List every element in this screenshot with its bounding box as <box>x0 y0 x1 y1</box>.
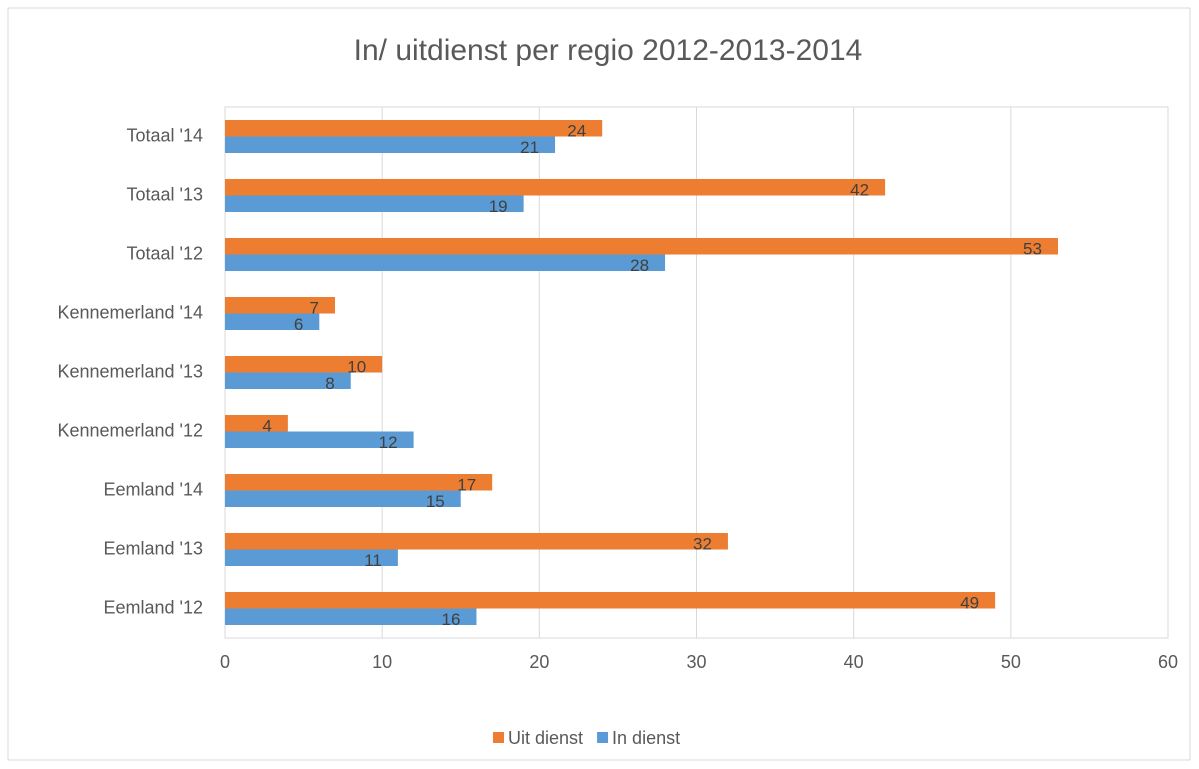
bar <box>225 238 1058 255</box>
bar <box>225 356 383 373</box>
legend-swatch <box>493 732 504 743</box>
bar <box>225 490 461 507</box>
bar <box>225 474 493 491</box>
y-tick-label: Eemland '14 <box>103 479 203 499</box>
data-label: 15 <box>426 492 445 511</box>
y-tick-label: Totaal '12 <box>127 243 204 263</box>
data-label: 11 <box>364 551 382 570</box>
data-label: 49 <box>960 594 979 613</box>
bar <box>225 179 886 196</box>
legend-label: In dienst <box>612 728 680 748</box>
data-label: 28 <box>630 256 649 275</box>
data-label: 42 <box>850 181 869 200</box>
data-label: 24 <box>567 122 586 141</box>
bar <box>225 415 288 432</box>
y-tick-label: Kennemerland '12 <box>57 420 203 440</box>
data-label: 32 <box>693 535 712 554</box>
data-label: 10 <box>347 358 366 377</box>
data-label: 4 <box>262 417 271 436</box>
bar <box>225 297 336 314</box>
bar <box>225 254 666 271</box>
data-label: 7 <box>310 299 319 318</box>
x-tick-label: 10 <box>372 652 392 672</box>
bar <box>225 533 728 550</box>
x-tick-label: 20 <box>529 652 549 672</box>
bar <box>225 549 398 566</box>
x-tick-label: 60 <box>1158 652 1178 672</box>
data-label: 17 <box>457 476 476 495</box>
data-label: 16 <box>442 610 461 629</box>
bar <box>225 195 524 212</box>
x-tick-label: 40 <box>844 652 864 672</box>
legend-label: Uit dienst <box>508 728 583 748</box>
chart-title: In/ uitdienst per regio 2012-2013-2014 <box>354 34 863 67</box>
y-tick-label: Totaal '13 <box>127 184 204 204</box>
y-tick-label: Totaal '14 <box>127 125 204 145</box>
data-label: 6 <box>294 315 303 334</box>
bar <box>225 372 351 389</box>
bar <box>225 592 996 609</box>
data-label: 53 <box>1023 240 1042 259</box>
y-tick-label: Eemland '13 <box>103 538 203 558</box>
x-tick-label: 0 <box>220 652 230 672</box>
bar <box>225 136 556 153</box>
y-tick-label: Kennemerland '13 <box>57 361 203 381</box>
data-label: 19 <box>489 197 508 216</box>
y-tick-label: Kennemerland '14 <box>57 302 203 322</box>
bar <box>225 120 603 137</box>
x-tick-label: 50 <box>1001 652 1021 672</box>
data-label: 12 <box>379 433 398 452</box>
bar <box>225 431 414 448</box>
data-label: 21 <box>520 138 539 157</box>
x-tick-label: 30 <box>686 652 706 672</box>
legend-swatch <box>597 732 609 743</box>
data-label: 8 <box>325 374 334 393</box>
bar <box>225 313 320 330</box>
bar <box>225 608 477 625</box>
y-tick-label: Eemland '12 <box>103 597 203 617</box>
